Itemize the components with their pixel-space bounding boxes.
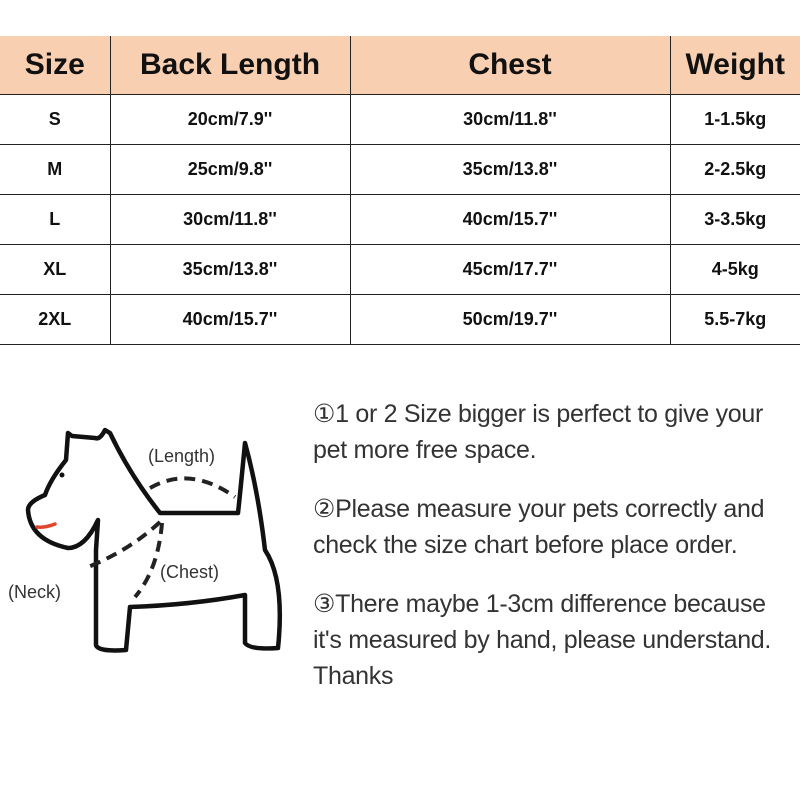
cell-chest: 40cm/15.7''	[349, 194, 671, 245]
table-row: L 30cm/11.8'' 40cm/15.7'' 3-3.5kg	[0, 194, 800, 245]
neck-line	[87, 520, 162, 569]
cell-chest: 45cm/17.7''	[349, 244, 671, 295]
cell-back-length: 30cm/11.8''	[109, 194, 351, 245]
cell-size: S	[0, 94, 111, 145]
cell-weight: 4-5kg	[669, 244, 800, 295]
header-chest: Chest	[349, 36, 671, 95]
table-row: S 20cm/7.9'' 30cm/11.8'' 1-1.5kg	[0, 94, 800, 145]
size-chart-table: Size Back Length Chest Weight S 20cm/7.9'…	[0, 36, 800, 345]
cell-chest: 35cm/13.8''	[349, 144, 671, 195]
cell-back-length: 35cm/13.8''	[109, 244, 351, 295]
table-row: 2XL 40cm/15.7'' 50cm/19.7'' 5.5-7kg	[0, 294, 800, 345]
cell-size: XL	[0, 244, 111, 295]
header-back-length: Back Length	[109, 36, 351, 95]
note-3: ③There maybe 1-3cm difference because it…	[313, 590, 772, 690]
cell-back-length: 20cm/7.9''	[109, 94, 351, 145]
note-2: ②Please measure your pets correctly and …	[313, 495, 765, 559]
measure-lines	[87, 476, 237, 599]
dog-eye	[59, 472, 65, 478]
label-neck: (Neck)	[8, 582, 61, 602]
sizing-notes: ①1 or 2 Size bigger is perfect to give y…	[313, 396, 793, 717]
dog-measurement-diagram: (Length) (Chest) (Neck)	[8, 427, 283, 653]
dog-outline	[25, 427, 283, 653]
chest-line	[133, 522, 164, 599]
cell-back-length: 40cm/15.7''	[109, 294, 351, 345]
cell-size: M	[0, 144, 111, 195]
note-1: ①1 or 2 Size bigger is perfect to give y…	[313, 400, 764, 464]
cell-weight: 1-1.5kg	[669, 94, 800, 145]
table-row: XL 35cm/13.8'' 45cm/17.7'' 4-5kg	[0, 244, 800, 295]
label-length: (Length)	[148, 446, 215, 466]
table-row: M 25cm/9.8'' 35cm/13.8'' 2-2.5kg	[0, 144, 800, 195]
cell-chest: 30cm/11.8''	[349, 94, 671, 145]
cell-size: L	[0, 194, 111, 245]
cell-weight: 5.5-7kg	[669, 294, 800, 345]
dog-mouth	[35, 522, 57, 529]
header-size: Size	[0, 36, 111, 95]
header-weight: Weight	[669, 36, 800, 95]
cell-weight: 3-3.5kg	[669, 194, 800, 245]
cell-chest: 50cm/19.7''	[349, 294, 671, 345]
label-chest: (Chest)	[160, 562, 219, 582]
cell-back-length: 25cm/9.8''	[109, 144, 351, 195]
length-line	[149, 476, 237, 499]
cell-weight: 2-2.5kg	[669, 144, 800, 195]
table-header-row: Size Back Length Chest Weight	[0, 36, 800, 95]
cell-size: 2XL	[0, 294, 111, 345]
